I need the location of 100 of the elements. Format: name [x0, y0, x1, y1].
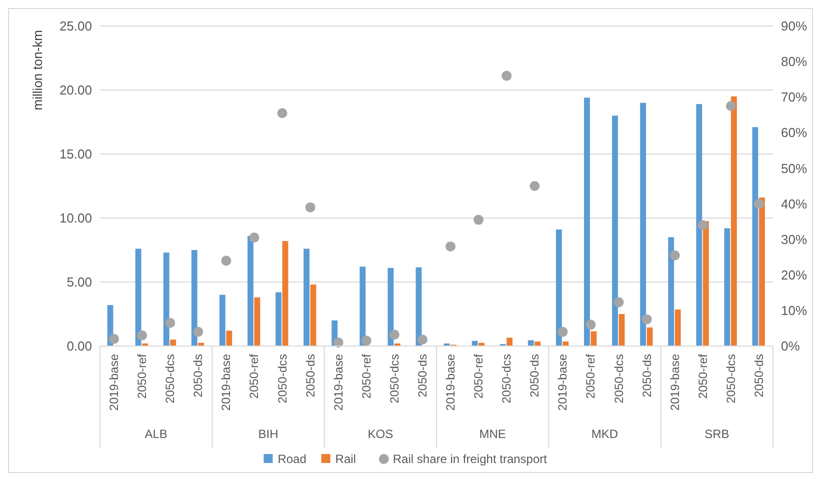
point — [417, 334, 428, 345]
x-tick-label: 2050-ref — [696, 353, 710, 399]
bar — [276, 292, 282, 346]
text: BIH — [258, 427, 278, 442]
bar — [506, 338, 513, 346]
point — [305, 202, 316, 212]
bar — [135, 248, 142, 346]
text: SRB — [704, 427, 730, 442]
y-tick-label: 25.00 — [59, 18, 92, 34]
x-tick-label: 2050-ds — [640, 354, 654, 398]
x-tick-label: 2050-ds — [752, 354, 766, 398]
x-tick-label: 2050-ds — [415, 354, 430, 398]
y-tick-label: 0.00 — [66, 338, 92, 354]
y2-tick-label: 40% — [781, 196, 808, 212]
bar — [360, 266, 366, 346]
x-tick-label: 2050-ref — [472, 353, 486, 399]
y-tick-label: 5.00 — [66, 274, 92, 290]
point — [698, 220, 708, 230]
point — [502, 70, 512, 81]
text: KOS — [368, 427, 394, 442]
text: MNE — [479, 427, 506, 442]
y-axis-title: million ton-km — [30, 30, 45, 110]
bar — [282, 241, 288, 346]
x-tick-label: 2019-base — [556, 354, 570, 411]
legend-label: Road — [278, 452, 306, 466]
point — [249, 232, 260, 243]
bar — [219, 294, 226, 346]
x-tick-label: 2050-dcs — [500, 354, 514, 404]
x-tick-label: 2050-ref — [135, 353, 150, 399]
point — [109, 334, 120, 344]
x-tick-label: 2050-dcs — [163, 354, 178, 404]
y2-tick-label: 70% — [781, 90, 808, 105]
y-tick-label: 10.00 — [59, 210, 92, 226]
bar — [310, 284, 316, 346]
point — [670, 250, 680, 260]
bar — [226, 330, 232, 346]
bar — [170, 340, 176, 346]
x-tick-label: 2050-dcs — [275, 354, 290, 404]
x-tick-label: 2050-ds — [528, 354, 542, 398]
x-tick-label: 2019-base — [331, 354, 346, 411]
text: MKD — [591, 427, 618, 442]
point — [754, 198, 764, 209]
x-tick-label: 2050-ds — [191, 354, 206, 398]
point — [193, 326, 204, 337]
point — [726, 101, 736, 111]
y2-tick-label: 60% — [781, 125, 808, 140]
point — [277, 108, 288, 118]
bar — [758, 198, 765, 346]
bar — [640, 102, 646, 346]
bar — [254, 297, 260, 346]
y2-tick-label: 90% — [781, 18, 808, 34]
point — [389, 330, 400, 340]
bar — [304, 248, 310, 346]
x-tick-label: 2050-ref — [247, 353, 262, 399]
y2-tick-label: 50% — [781, 160, 808, 176]
bar — [590, 331, 597, 346]
bar — [416, 267, 422, 346]
bar — [556, 230, 562, 346]
point — [558, 326, 568, 337]
bar — [612, 116, 618, 346]
legend-label: Rail — [335, 452, 356, 466]
x-tick-label: 2050-ref — [359, 353, 374, 399]
point — [530, 181, 540, 191]
bar — [724, 228, 730, 346]
bar — [534, 342, 541, 346]
point — [221, 256, 232, 266]
x-tick-label: 2019-base — [444, 354, 458, 411]
y-tick-label: 20.00 — [59, 82, 92, 98]
y-tick-label: 15.00 — [59, 146, 92, 162]
y2-tick-label: 30% — [781, 232, 808, 247]
point — [642, 314, 652, 324]
y2-tick-label: 20% — [781, 267, 808, 282]
x-tick-label: 2050-dcs — [387, 354, 402, 404]
legend-label: Rail share in freight transport — [392, 452, 548, 466]
x-tick-label: 2019-base — [219, 354, 234, 411]
point — [137, 330, 148, 340]
y2-tick-label: 10% — [781, 302, 808, 318]
x-tick-label: 2050-dcs — [612, 354, 626, 404]
bar — [674, 310, 681, 346]
point — [586, 320, 596, 330]
bar — [752, 127, 758, 346]
bar — [248, 236, 254, 346]
bar — [584, 98, 590, 346]
point — [474, 214, 484, 225]
text: ALB — [144, 427, 168, 442]
bar — [388, 268, 394, 346]
y2-tick-label: 0% — [781, 338, 800, 354]
bar — [730, 96, 737, 346]
point — [446, 241, 456, 252]
bar — [163, 252, 170, 346]
bar — [562, 342, 569, 346]
x-tick-label: 2019-base — [107, 354, 122, 411]
x-tick-label: 2050-dcs — [724, 354, 738, 404]
x-tick-label: 2050-ref — [584, 353, 598, 399]
y2-tick-label: 80% — [781, 54, 808, 70]
bar — [702, 221, 709, 346]
bar — [528, 340, 534, 346]
x-tick-label: 2019-base — [668, 354, 682, 411]
bar — [191, 250, 198, 346]
bar — [618, 314, 625, 346]
